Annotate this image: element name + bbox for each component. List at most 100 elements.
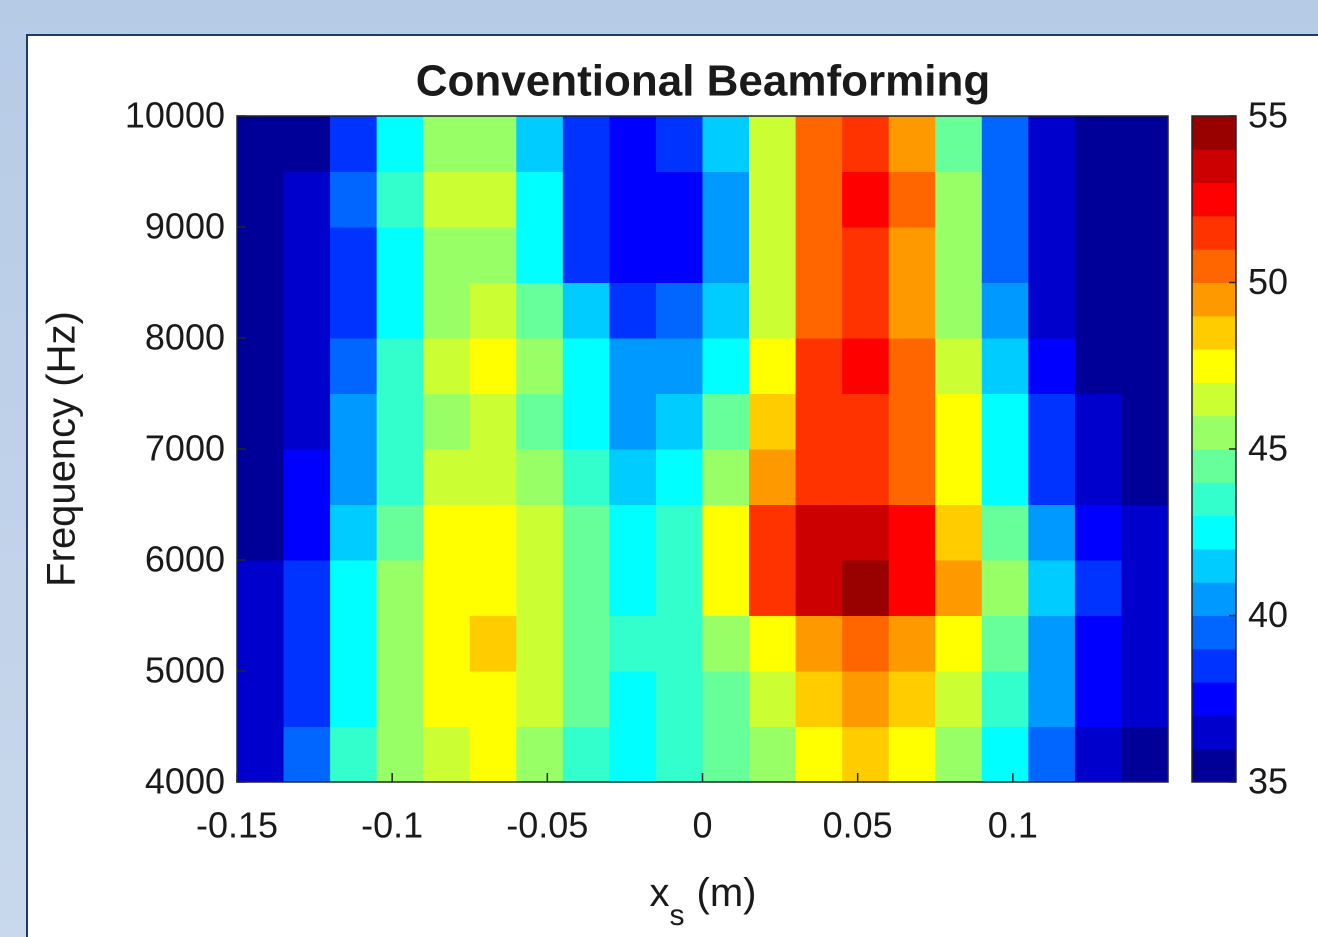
heatmap-cell [237,560,285,616]
heatmap-cell [655,560,703,616]
heatmap-cell [516,393,564,450]
heatmap-cell [655,171,703,228]
heatmap-cell [283,227,331,283]
heatmap-cell [842,615,890,672]
heatmap-cell [609,282,657,339]
heatmap-cell [376,282,424,339]
heatmap-cell [842,227,890,283]
heatmap-cell [423,504,471,561]
heatmap-cell [376,227,424,283]
heatmap-cell [376,671,424,727]
x-label-unit: (m) [697,871,757,915]
heatmap-cell [749,116,797,172]
heatmap-cell [702,338,750,394]
heatmap-cell [981,615,1029,672]
colorbar-segment [1192,282,1236,317]
colorbar-tick-label: 45 [1248,428,1288,469]
heatmap-cell [376,615,424,672]
heatmap-cell [1074,227,1122,283]
heatmap-cell [981,171,1029,228]
heatmap-cell [423,116,471,172]
colorbar-tick-label: 55 [1248,95,1288,136]
heatmap-cell [330,671,378,727]
heatmap-cell [609,171,657,228]
heatmap-cell [423,338,471,394]
heatmap-cell [376,338,424,394]
heatmap-cell [562,171,610,228]
chart-title: Conventional Beamforming [416,57,991,106]
heatmap-cell [1028,338,1076,394]
heatmap-cell [469,615,517,672]
heatmap-cell [935,449,983,505]
heatmap-cell [283,393,331,450]
colorbar-segment [1192,382,1236,417]
heatmap-cell [888,338,936,394]
heatmap-cell [981,116,1029,172]
heatmap-cell [330,449,378,505]
colorbar-segment [1192,715,1236,750]
heatmap-cell [330,504,378,561]
heatmap-cell [1074,449,1122,505]
heatmap-cell [423,282,471,339]
heatmap-cell [749,338,797,394]
colorbar-segment [1192,249,1236,283]
heatmap-cell [469,227,517,283]
heatmap-cell [609,449,657,505]
heatmap-cell [702,504,750,561]
heatmap-cell [376,726,424,783]
heatmap-cell [935,560,983,616]
heatmap-cell [842,393,890,450]
heatmap-cell [1074,726,1122,783]
heatmap-cell [562,726,610,783]
heatmap-cell [330,116,378,172]
heatmap-cell [283,560,331,616]
heatmap-cell [516,171,564,228]
heatmap-cell [888,171,936,228]
heatmap-cell [469,560,517,616]
heatmap-cell [1028,393,1076,450]
heatmap-cell [702,171,750,228]
colorbar-segment [1192,615,1236,650]
heatmap-cell [842,504,890,561]
heatmap-cell [935,615,983,672]
heatmap-cell [562,116,610,172]
heatmap-cell [562,671,610,727]
colorbar-segment [1192,548,1236,583]
heatmap-cell [1028,560,1076,616]
colorbar-segment [1192,149,1236,184]
heatmap-cell [609,560,657,616]
heatmap-cell [795,560,843,616]
heatmap-cell [749,615,797,672]
heatmap-cell [702,116,750,172]
heatmap-cell [1028,504,1076,561]
heatmap-cell [330,282,378,339]
heatmap-cell [888,671,936,727]
y-tick-label: 10000 [125,95,225,136]
heatmap-cell [237,338,285,394]
heatmap-cell [609,227,657,283]
heatmap-cell [981,227,1029,283]
heatmap-cell [1121,171,1169,228]
heatmap-cell [702,726,750,783]
colorbar-segment [1192,582,1236,616]
heatmap-cell [981,504,1029,561]
heatmap-cell [516,504,564,561]
heatmap-cell [1121,116,1169,172]
heatmap-cell [795,282,843,339]
x-tick-label: -0.05 [506,805,588,846]
heatmap-cell [1074,671,1122,727]
heatmap-cell [1121,393,1169,450]
heatmap-cell [283,338,331,394]
x-tick-label: 0.05 [823,805,893,846]
heatmap-cell [842,560,890,616]
heatmap-cell [237,449,285,505]
heatmap-cell [888,282,936,339]
heatmap-cell [562,504,610,561]
heatmap-cell [469,726,517,783]
heatmap-cell [516,338,564,394]
heatmap-cell [981,560,1029,616]
heatmap-cell [283,671,331,727]
heatmap-cell [749,393,797,450]
heatmap-cell [469,449,517,505]
heatmap-cell [702,615,750,672]
